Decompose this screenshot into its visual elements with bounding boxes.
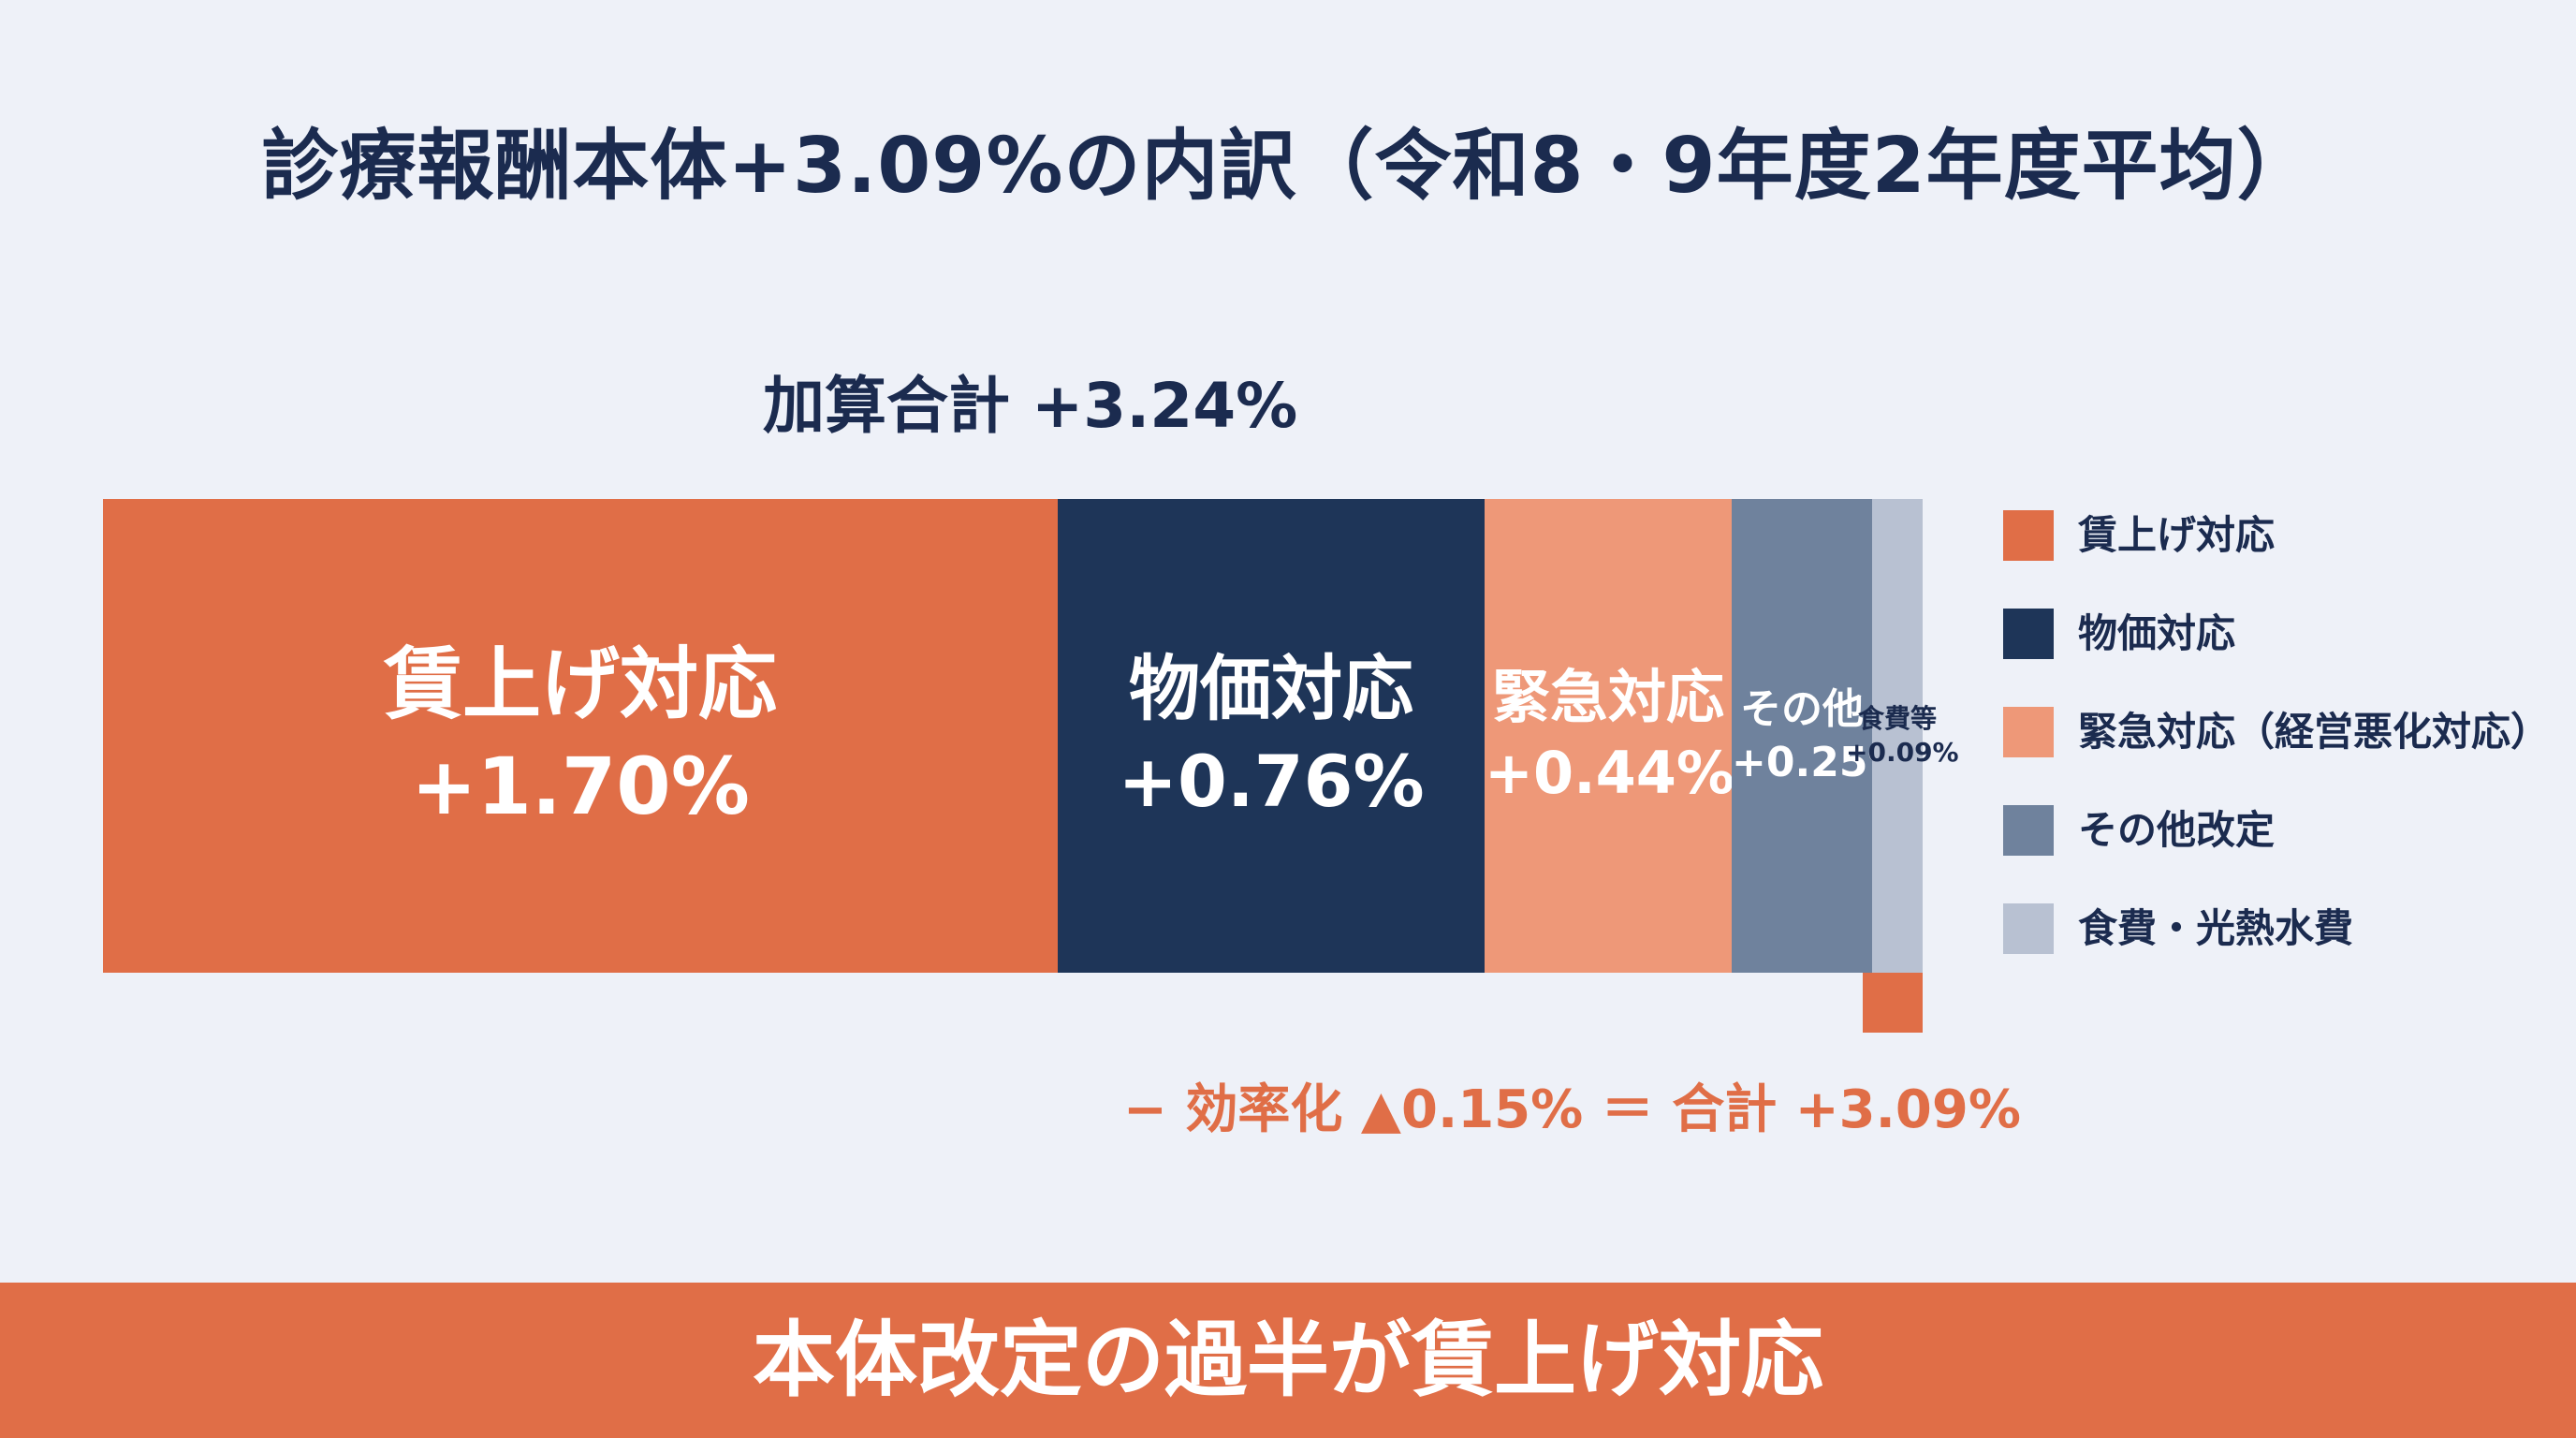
segment-name: その他 [1740, 684, 1864, 733]
legend-swatch [2003, 805, 2054, 856]
bar-segment-4 [1732, 499, 1872, 973]
legend-label: 賃上げ対応 [2078, 512, 2276, 558]
segment-name: 物価対応 [1129, 647, 1413, 731]
bar-segment-label-4: その他 +0.25% [1732, 682, 1910, 789]
total-additions-label: 加算合計 +3.24% [763, 370, 1298, 442]
legend-label: 食費・光熱水費 [2078, 905, 2354, 951]
legend-swatch [2003, 510, 2054, 561]
legend-swatch [2003, 903, 2054, 954]
efficiency-formula: − 効率化 ▲0.15% ＝ 合計 +3.09% [1123, 1079, 2021, 1140]
bar-segment-label-5: 食費等 +0.09% [1846, 702, 1959, 770]
bar-segment-3 [1485, 499, 1732, 973]
legend-swatch [2003, 609, 2054, 659]
segment-name: 緊急対応 [1491, 663, 1724, 732]
bar-segment-label-2: 物価対応 +0.76% [1058, 643, 1485, 829]
bar-segment-5 [1872, 499, 1923, 973]
bar-segment-2 [1058, 499, 1485, 973]
segment-value: +0.25% [1732, 738, 1910, 786]
segment-value: +0.09% [1846, 736, 1959, 768]
legend-label: 緊急対応（経営悪化対応） [2078, 709, 2551, 755]
legend-label: その他改定 [2078, 807, 2276, 853]
segment-value: +1.70% [411, 740, 750, 832]
bar-segment-label-3: 緊急対応 +0.44% [1485, 660, 1735, 811]
conclusion-text: 本体改定の過半が賃上げ対応 [752, 1312, 1823, 1408]
segment-value: +0.76% [1118, 739, 1425, 823]
legend-swatch [2003, 707, 2054, 757]
segment-value: +0.44% [1485, 738, 1735, 807]
bar-segment-1 [103, 499, 1058, 973]
legend-label: 物価対応 [2078, 610, 2236, 656]
conclusion-banner: 本体改定の過半が賃上げ対応 [0, 1283, 2576, 1438]
segment-name: 食費等 [1857, 702, 1937, 734]
segment-name: 賃上げ対応 [383, 638, 777, 730]
efficiency-negative-block [1863, 973, 1923, 1033]
chart-title: 診療報酬本体+3.09%の内訳（令和8・9年度2年度平均） [261, 122, 2315, 211]
bar-segment-label-1: 賃上げ対応 +1.70% [103, 634, 1058, 838]
